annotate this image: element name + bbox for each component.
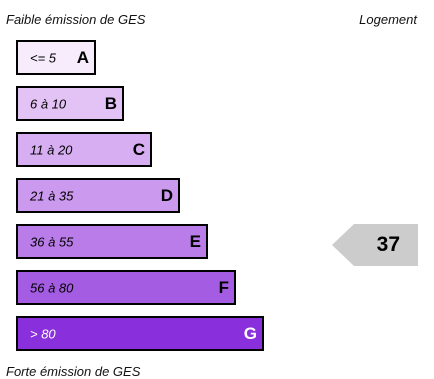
band-range-label: <= 5 (30, 50, 57, 65)
ges-band-c: 11 à 20 C (16, 132, 152, 167)
band-range-label: > 80 (30, 326, 56, 341)
band-grade-letter: E (189, 231, 201, 251)
housing-type-label: Logement (359, 12, 417, 27)
high-emission-label: Forte émission de GES (6, 364, 141, 379)
band-range-label: 56 à 80 (30, 280, 74, 295)
band-grade-letter: D (160, 185, 173, 205)
current-value-marker: 37 (332, 224, 418, 266)
band-range-label: 6 à 10 (30, 96, 67, 111)
ges-band-f: 56 à 80 F (16, 270, 236, 305)
band-grade-letter: F (218, 277, 229, 297)
ges-band-a: <= 5 A (16, 40, 96, 75)
low-emission-label: Faible émission de GES (6, 12, 146, 27)
ges-band-g: > 80 G (16, 316, 264, 351)
ges-band-d: 21 à 35 D (16, 178, 180, 213)
band-grade-letter: C (132, 139, 145, 159)
band-range-label: 21 à 35 (30, 188, 74, 203)
band-range-label: 11 à 20 (30, 142, 73, 157)
current-value-label: 37 (376, 233, 400, 256)
band-grade-letter: B (104, 93, 117, 113)
band-grade-letter: A (76, 47, 89, 67)
band-grade-letter: G (243, 323, 257, 343)
ges-band-e: 36 à 55 E (16, 224, 208, 259)
band-range-label: 36 à 55 (30, 234, 74, 249)
ges-band-b: 6 à 10 B (16, 86, 124, 121)
